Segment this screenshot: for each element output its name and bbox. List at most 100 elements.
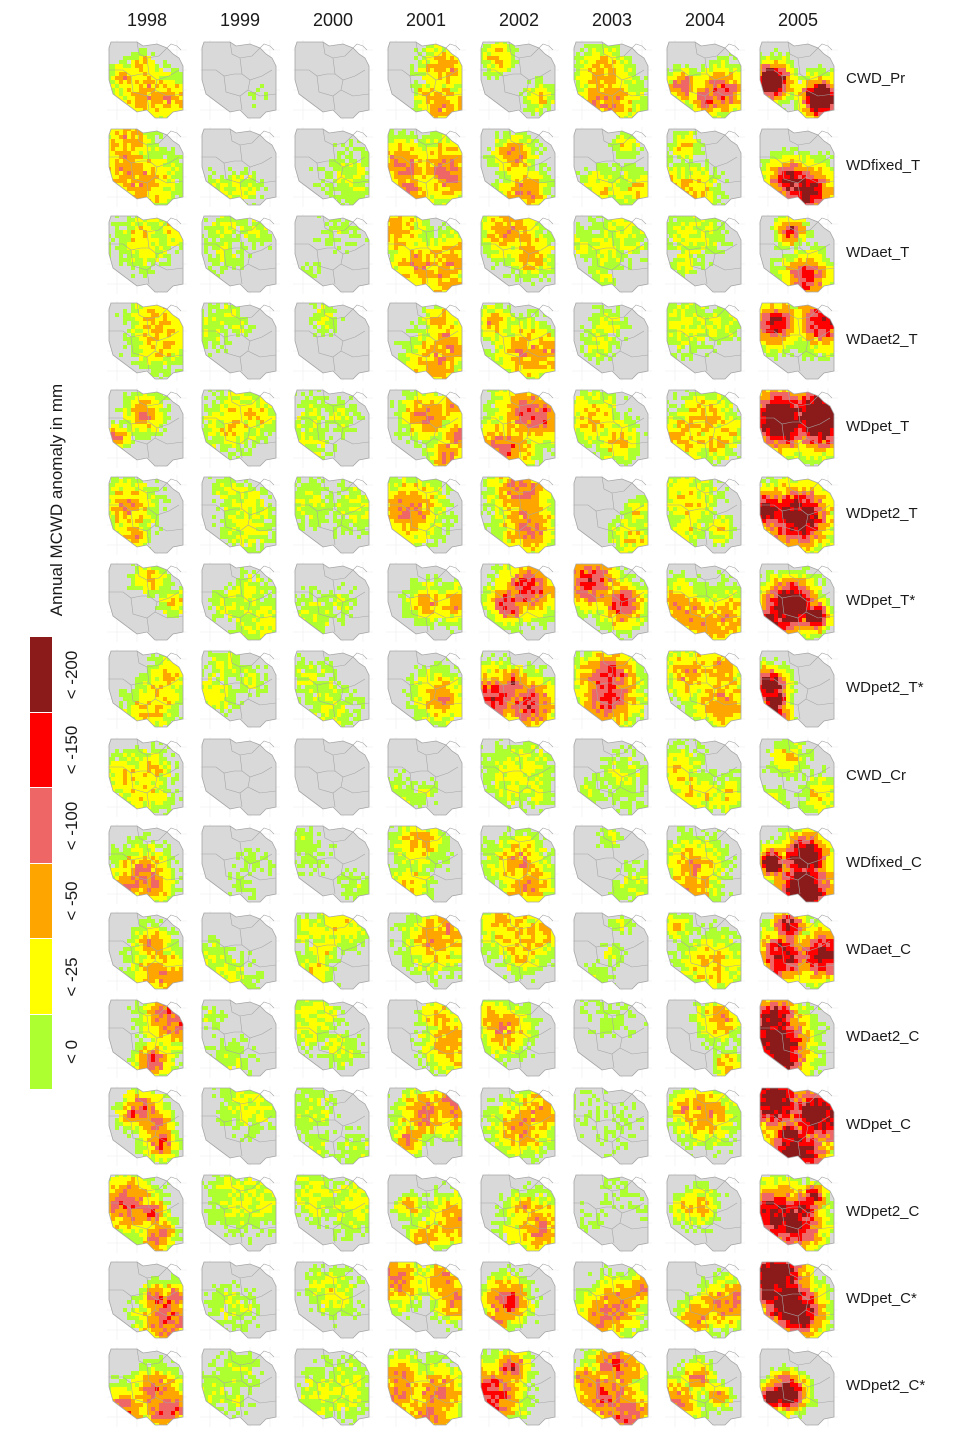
anomaly-cell	[183, 112, 187, 116]
anomaly-cell	[175, 238, 179, 242]
anomaly-cell	[337, 159, 341, 163]
anomaly-cell	[454, 282, 458, 286]
map-svg	[107, 40, 187, 120]
anomaly-cell	[418, 230, 422, 234]
anomaly-cell	[325, 171, 329, 175]
anomaly-cell	[244, 203, 248, 205]
anomaly-cell	[802, 159, 806, 163]
country-border	[340, 176, 370, 184]
anomaly-cell	[640, 84, 644, 88]
region-outline	[108, 41, 184, 119]
anomaly-cell	[774, 72, 778, 76]
country-border	[518, 182, 522, 198]
anomaly-cell	[458, 187, 462, 191]
anomaly-cell	[507, 167, 511, 171]
anomaly-cell	[616, 64, 620, 68]
anomaly-cell	[600, 195, 604, 199]
anomaly-cell	[596, 60, 600, 64]
anomaly-cell	[139, 100, 143, 104]
anomaly-cell	[143, 129, 147, 131]
anomaly-cell	[462, 60, 466, 64]
anomaly-cell	[123, 187, 127, 191]
anomaly-cell	[725, 84, 729, 88]
anomaly-cell	[628, 76, 632, 80]
anomaly-cell	[119, 246, 123, 250]
anomaly-cell	[341, 143, 345, 147]
anomaly-cell	[681, 163, 685, 167]
product-label: WDpet_T	[846, 418, 909, 435]
anomaly-cell	[491, 159, 495, 163]
anomaly-cell	[406, 175, 410, 179]
anomaly-cell	[713, 84, 717, 88]
anomaly-cell	[604, 88, 608, 92]
anomaly-cell	[131, 143, 135, 147]
anomaly-cell	[721, 171, 725, 175]
anomaly-cell	[220, 175, 224, 179]
anomaly-cell	[434, 96, 438, 100]
anomaly-cell	[766, 76, 770, 80]
anomaly-cell	[689, 163, 693, 167]
anomaly-cell	[600, 56, 604, 60]
anomaly-cell	[159, 238, 163, 242]
anomaly-cell	[260, 226, 264, 230]
anomaly-cell	[624, 187, 628, 191]
anomaly-cell	[551, 183, 555, 187]
anomaly-cell	[822, 108, 826, 112]
anomaly-cell	[774, 60, 778, 64]
anomaly-cell	[131, 159, 135, 163]
anomaly-cell	[406, 179, 410, 183]
anomaly-cell	[596, 167, 600, 171]
anomaly-cell	[527, 199, 531, 203]
anomaly-cell	[624, 116, 628, 118]
anomaly-cell	[628, 56, 632, 60]
anomaly-cell	[147, 183, 151, 187]
anomaly-cell	[462, 171, 466, 175]
anomaly-cell	[778, 96, 782, 100]
anomaly-cell	[390, 226, 394, 230]
anomaly-cell	[612, 163, 616, 167]
anomaly-cell	[495, 48, 499, 52]
anomaly-cell	[402, 216, 406, 218]
anomaly-cell	[535, 104, 539, 108]
anomaly-cell	[737, 112, 741, 116]
anomaly-cell	[794, 175, 798, 179]
anomaly-cell	[802, 92, 806, 96]
anomaly-cell	[782, 76, 786, 80]
anomaly-cell	[531, 112, 535, 116]
anomaly-cell	[596, 116, 600, 118]
anomaly-cell	[462, 143, 466, 147]
anomaly-cell	[588, 56, 592, 60]
anomaly-cell	[778, 68, 782, 72]
anomaly-cell	[555, 92, 559, 96]
anomaly-cell	[438, 199, 442, 203]
anomaly-cell	[147, 92, 151, 96]
anomaly-cell	[685, 80, 689, 84]
anomaly-cell	[442, 52, 446, 56]
anomaly-cell	[458, 262, 462, 266]
anomaly-cell	[523, 250, 527, 254]
anomaly-cell	[511, 175, 515, 179]
anomaly-cell	[167, 155, 171, 159]
anomaly-cell	[737, 100, 741, 104]
region-outline	[108, 128, 184, 206]
anomaly-cell	[681, 131, 685, 135]
anomaly-cell	[414, 56, 418, 60]
anomaly-cell	[806, 203, 810, 205]
anomaly-cell	[802, 88, 806, 92]
anomaly-cell	[822, 171, 826, 175]
anomaly-cell	[202, 187, 204, 191]
anomaly-cell	[422, 112, 426, 116]
anomaly-cell	[774, 199, 778, 203]
anomaly-cell	[822, 159, 826, 163]
anomaly-cell	[612, 179, 616, 183]
anomaly-cell	[709, 195, 713, 199]
anomaly-cell	[491, 60, 495, 64]
anomaly-cell	[426, 179, 430, 183]
anomaly-cell	[115, 222, 119, 226]
anomaly-cell	[406, 216, 410, 218]
anomaly-cell	[547, 262, 551, 266]
anomaly-cell	[487, 222, 491, 226]
anomaly-cell	[620, 131, 624, 135]
anomaly-cell	[499, 175, 503, 179]
anomaly-cell	[644, 183, 648, 187]
